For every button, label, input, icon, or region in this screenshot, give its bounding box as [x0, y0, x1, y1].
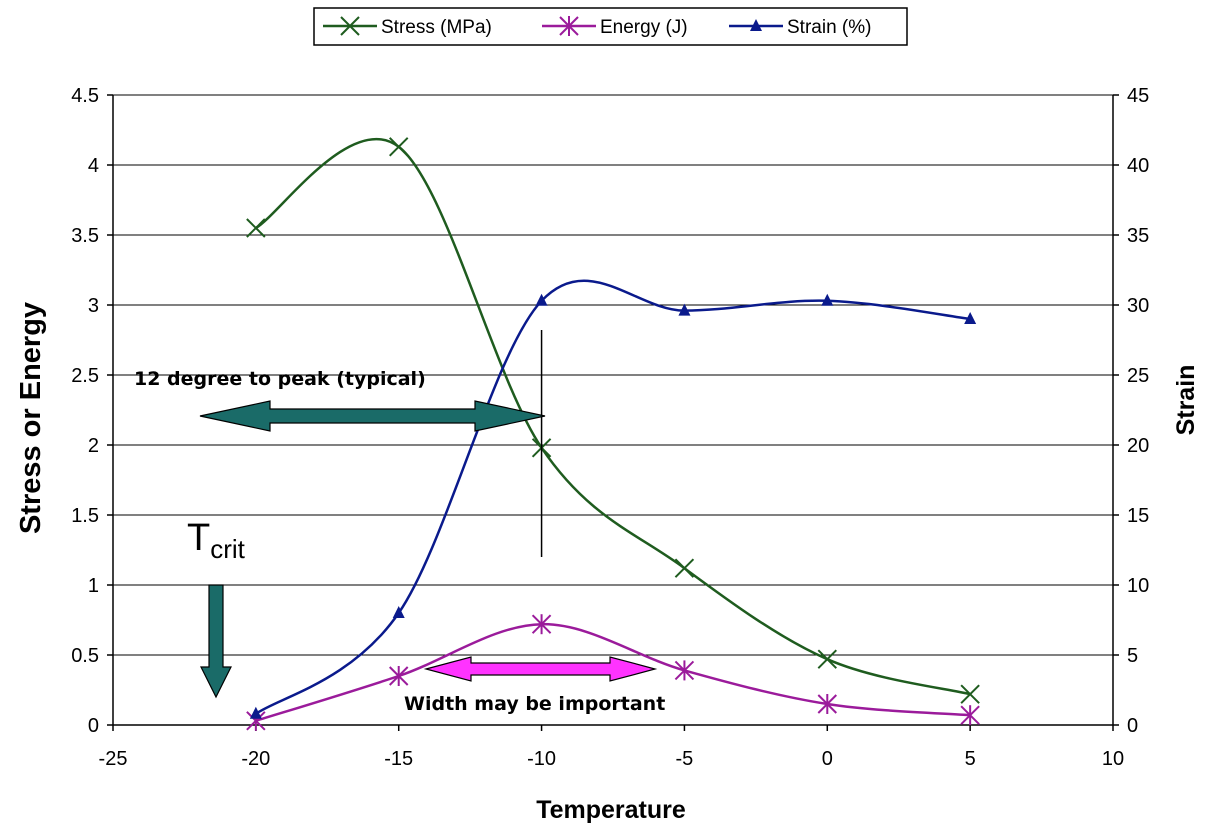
y2-tick-label: 15	[1127, 505, 1149, 527]
gridlines	[113, 94, 1113, 656]
y-tick-label: 2.5	[71, 365, 99, 387]
series-line-strain	[255, 279, 971, 715]
data-point-stress-stroke	[246, 218, 266, 238]
axes: 0 0.5 1 1.5 2 2.5 3 3.5 4 4.5 0 5 10 15 20 25 30 35 40 45 -2…	[71, 85, 1149, 770]
legend-label-strain: Strain (%)	[787, 17, 871, 38]
data-point-stress	[246, 218, 266, 238]
data-point-energy	[674, 660, 695, 681]
y2-tick-label: 30	[1127, 295, 1149, 317]
annotations	[199, 330, 658, 699]
data-point-strain	[964, 312, 977, 324]
y-tick-label: 0.5	[71, 645, 99, 667]
data-point-strain	[678, 303, 691, 316]
data-point-energy	[817, 694, 837, 714]
x-tick-label: 0	[822, 748, 833, 770]
data-point-strain-shape	[535, 293, 548, 306]
legend-marker-strain-shape	[750, 19, 762, 31]
y-tick-label: 3	[88, 295, 99, 317]
x-tick-label: -20	[241, 748, 270, 770]
data-point-strain	[249, 706, 262, 719]
data-point-strain-shape	[249, 706, 262, 719]
series-layer	[246, 137, 980, 731]
data-point-energy	[531, 614, 552, 635]
data-point-stress-stroke	[960, 684, 980, 704]
data-point-stress	[960, 684, 980, 704]
y2-tick-label: 35	[1127, 225, 1149, 247]
x-tick-label: 10	[1102, 748, 1124, 770]
data-point-strain-shape	[392, 606, 405, 618]
y2-tick-label: 40	[1127, 155, 1149, 177]
y2-tick-label: 10	[1127, 575, 1149, 597]
legend-label-stress: Stress (MPa)	[381, 17, 492, 38]
legend-marker-energy	[559, 16, 579, 36]
legend-marker-energy	[559, 16, 579, 36]
data-point-stress-stroke	[389, 137, 409, 157]
y-axis-title: Stress or Energy	[15, 302, 47, 534]
y-tick-label: 4.5	[71, 85, 99, 107]
series-line-energy	[255, 622, 971, 722]
y2-tick-label: 25	[1127, 365, 1149, 387]
x-tick-label: 5	[965, 748, 976, 770]
data-point-stress	[817, 649, 837, 669]
legend-marker-strain	[750, 19, 762, 31]
data-point-strain-shape	[678, 303, 691, 316]
data-point-strain	[535, 293, 548, 306]
tcrit-main: T	[187, 517, 210, 559]
y-tick-label: 3.5	[71, 225, 99, 247]
x-axis-title: Temperature	[536, 796, 686, 824]
data-point-strain	[392, 606, 405, 618]
y-tick-label: 2	[88, 435, 99, 457]
data-point-strain-shape	[964, 312, 977, 324]
width-annotation-text: Width may be important	[404, 693, 665, 715]
data-point-stress-stroke	[817, 649, 837, 669]
data-point-energy	[960, 705, 980, 726]
legend-marker-strain	[750, 19, 762, 31]
x-tick-label: -5	[676, 748, 694, 770]
data-point-energy	[389, 666, 409, 686]
x-tick-label: -10	[527, 748, 556, 770]
y-tick-label: 4	[88, 155, 99, 177]
tcrit-label: Tcrit	[187, 517, 246, 564]
legend-box	[313, 7, 908, 46]
legend-label-energy: Energy (J)	[600, 17, 688, 38]
data-point-stress-stroke	[674, 558, 695, 578]
y-tick-label: 0	[88, 715, 99, 737]
y2-tick-label: 20	[1127, 435, 1149, 457]
y2-tick-label: 0	[1127, 715, 1138, 737]
x-tick-label: -15	[384, 748, 413, 770]
tcrit-down-arrow	[200, 584, 232, 699]
y-tick-label: 1	[88, 575, 99, 597]
y2-tick-label: 5	[1127, 645, 1138, 667]
legend-marker-stress-stroke	[340, 16, 360, 36]
width-double-arrow	[423, 656, 658, 682]
x-tick-label: -25	[99, 748, 128, 770]
legend-marker-stress	[340, 16, 360, 36]
legend: Stress (MPa) Energy (J) Strain (%)	[313, 7, 908, 46]
data-point-strain-shape	[821, 293, 834, 306]
legend-marker-stress	[340, 16, 360, 36]
y-tick-label: 1.5	[71, 505, 99, 527]
y2-axis-title: Strain	[1172, 365, 1200, 436]
y2-tick-label: 45	[1127, 85, 1149, 107]
tcrit-sub: crit	[210, 534, 245, 564]
peak-annotation-text: 12 degree to peak (typical)	[134, 368, 426, 390]
data-point-stress	[389, 137, 409, 157]
peak-double-arrow	[199, 400, 546, 432]
data-point-stress	[674, 558, 695, 578]
data-point-strain	[821, 293, 834, 306]
